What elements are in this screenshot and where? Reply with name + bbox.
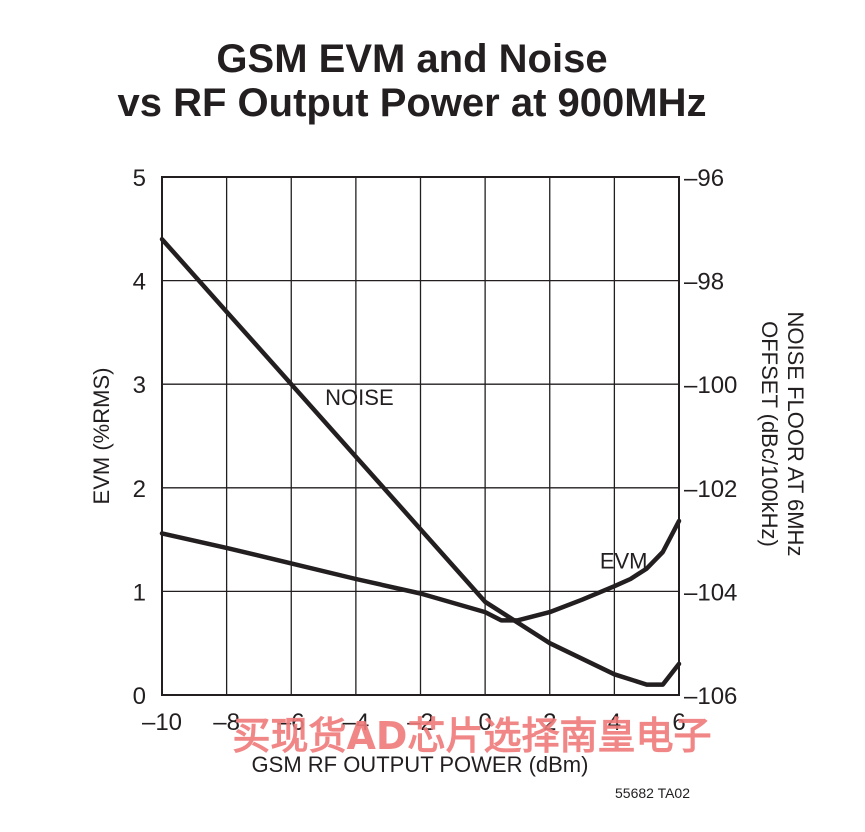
x-tick-label: 0 — [478, 709, 491, 736]
figure-code: 55682 TA02 — [615, 785, 690, 801]
plot-frame — [161, 176, 680, 696]
x-tick-label: –4 — [343, 709, 370, 736]
y-right-axis-label-line2: OFFSET (dBc/100kHz) — [757, 321, 782, 547]
series-line-evm — [159, 518, 682, 623]
x-tick-label: 6 — [672, 709, 685, 736]
y-left-tick-labels: 0 1 2 3 4 5 — [133, 165, 146, 710]
y-left-tick-label: 0 — [133, 683, 146, 710]
y-right-tick-label: –102 — [684, 476, 737, 503]
series-label-noise: NOISE — [325, 385, 393, 410]
y-left-tick-label: 1 — [133, 579, 146, 606]
x-tick-labels: –10 –8 –6 –4 –2 0 2 4 6 — [142, 709, 686, 736]
y-right-tick-labels: –96 –98 –100 –102 –104 –106 — [684, 165, 737, 710]
series-label-evm: EVM — [600, 549, 648, 574]
y-right-axis-label-line1: NOISE FLOOR AT 6MHz — [783, 312, 808, 557]
x-tick-label: –8 — [213, 709, 240, 736]
x-tick-label: 4 — [608, 709, 621, 736]
series-line-noise — [159, 236, 682, 687]
series-annotations: NOISE EVM — [325, 385, 647, 574]
x-axis-label: GSM RF OUTPUT POWER (dBm) — [252, 752, 589, 777]
y-right-tick-label: –104 — [684, 579, 737, 606]
plot-grid — [161, 176, 680, 696]
x-tick-label: –2 — [407, 709, 434, 736]
x-tick-label: –10 — [142, 709, 182, 736]
chart-title-line1: GSM EVM and Noise — [216, 37, 607, 81]
y-left-tick-label: 4 — [133, 269, 146, 296]
y-right-tick-label: –96 — [684, 165, 724, 192]
chart-title-line2: vs RF Output Power at 900MHz — [118, 81, 707, 125]
y-left-tick-label: 5 — [133, 165, 146, 192]
watermark-text: 买现货AD芯片选择南皇电子 — [233, 714, 712, 758]
x-tick-label: 2 — [543, 709, 556, 736]
y-left-tick-label: 3 — [133, 372, 146, 399]
y-left-axis-label: EVM (%RMS) — [89, 368, 114, 505]
y-right-tick-label: –100 — [684, 372, 737, 399]
y-right-tick-label: –106 — [684, 683, 737, 710]
y-right-tick-label: –98 — [684, 269, 724, 296]
x-tick-label: –6 — [278, 709, 305, 736]
series-lines — [159, 236, 682, 687]
y-left-tick-label: 2 — [133, 476, 146, 503]
